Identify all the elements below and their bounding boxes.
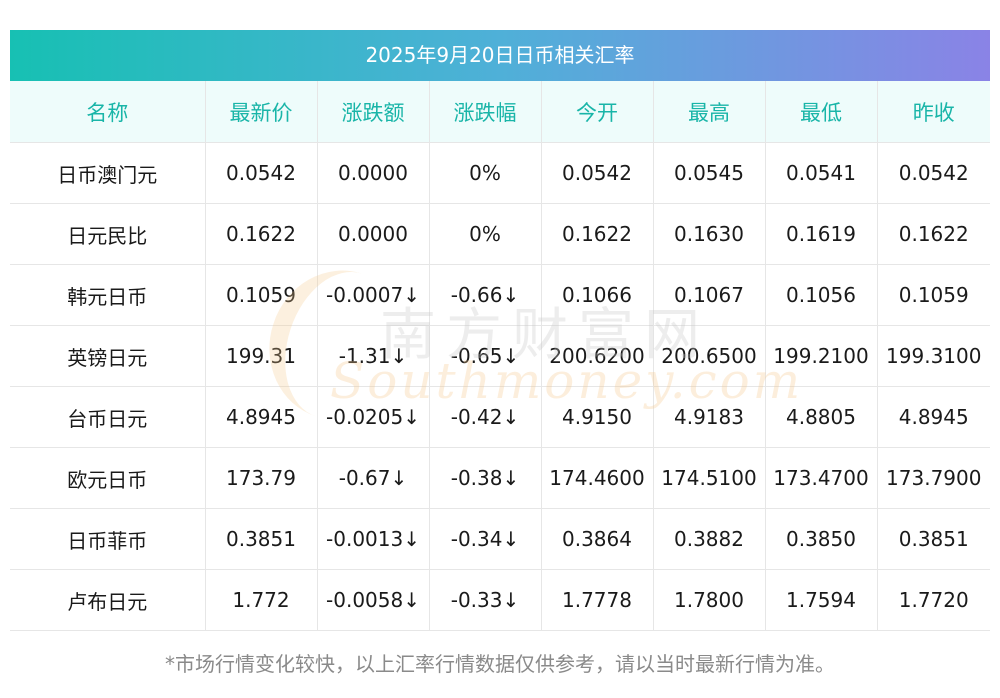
cell-open: 200.6200 [541, 325, 654, 387]
cell-change-pct: 0% [429, 203, 542, 265]
cell-change: -0.0007↓ [317, 264, 430, 326]
footnote: *市场行情变化较快，以上汇率行情数据仅供参考，请以当时最新行情为准。 [165, 652, 835, 676]
cell-change: -0.67↓ [317, 447, 430, 509]
cell-low: 0.3850 [765, 508, 878, 570]
table-body: 日币澳门元 0.0542 0.0000 0% 0.0542 0.0545 0.0541 0.0… [10, 142, 990, 631]
cell-high: 174.5100 [653, 447, 766, 509]
header-latest: 最新价 [205, 81, 318, 143]
cell-high: 0.3882 [653, 508, 766, 570]
cell-high: 0.0545 [653, 142, 766, 204]
cell-name: 日币澳门元 [10, 142, 206, 204]
cell-open: 1.7778 [541, 569, 654, 631]
cell-latest: 4.8945 [205, 386, 318, 448]
header-open: 今开 [541, 81, 654, 143]
cell-prev-close: 0.1059 [877, 264, 990, 326]
table-title: 2025年9月20日日币相关汇率 [10, 30, 990, 81]
cell-change-pct: -0.66↓ [429, 264, 542, 326]
cell-low: 4.8805 [765, 386, 878, 448]
table-row: 卢布日元 1.772 -0.0058↓ -0.33↓ 1.7778 1.7800 1.759… [10, 569, 990, 631]
cell-change: -0.0013↓ [317, 508, 430, 570]
header-change: 涨跌额 [317, 81, 430, 143]
cell-low: 0.0541 [765, 142, 878, 204]
cell-open: 0.3864 [541, 508, 654, 570]
header-low: 最低 [765, 81, 878, 143]
cell-high: 1.7800 [653, 569, 766, 631]
header-high: 最高 [653, 81, 766, 143]
cell-change: 0.0000 [317, 203, 430, 265]
cell-prev-close: 1.7720 [877, 569, 990, 631]
cell-name: 台币日元 [10, 386, 206, 448]
cell-change-pct: -0.38↓ [429, 447, 542, 509]
cell-change: -0.0058↓ [317, 569, 430, 631]
cell-latest: 0.3851 [205, 508, 318, 570]
cell-change-pct: -0.34↓ [429, 508, 542, 570]
cell-latest: 0.1059 [205, 264, 318, 326]
cell-low: 1.7594 [765, 569, 878, 631]
exchange-rate-table: 名称 最新价 涨跌额 涨跌幅 今开 最高 最低 昨收 日币澳门元 0.0542 0.… [10, 81, 990, 631]
cell-change: 0.0000 [317, 142, 430, 204]
cell-latest: 0.0542 [205, 142, 318, 204]
cell-prev-close: 173.7900 [877, 447, 990, 509]
cell-prev-close: 0.3851 [877, 508, 990, 570]
cell-prev-close: 0.0542 [877, 142, 990, 204]
header-change-pct: 涨跌幅 [429, 81, 542, 143]
cell-latest: 1.772 [205, 569, 318, 631]
cell-name: 英镑日元 [10, 325, 206, 387]
cell-change-pct: 0% [429, 142, 542, 204]
cell-name: 韩元日币 [10, 264, 206, 326]
table-row: 台币日元 4.8945 -0.0205↓ -0.42↓ 4.9150 4.9183 4.88… [10, 386, 990, 448]
cell-open: 0.1622 [541, 203, 654, 265]
cell-low: 173.4700 [765, 447, 878, 509]
cell-high: 0.1630 [653, 203, 766, 265]
cell-change-pct: -0.42↓ [429, 386, 542, 448]
cell-name: 欧元日币 [10, 447, 206, 509]
header-prev-close: 昨收 [877, 81, 990, 143]
cell-change-pct: -0.65↓ [429, 325, 542, 387]
cell-latest: 0.1622 [205, 203, 318, 265]
cell-low: 199.2100 [765, 325, 878, 387]
cell-prev-close: 4.8945 [877, 386, 990, 448]
cell-low: 0.1619 [765, 203, 878, 265]
cell-name: 日币菲币 [10, 508, 206, 570]
cell-high: 0.1067 [653, 264, 766, 326]
cell-latest: 199.31 [205, 325, 318, 387]
cell-latest: 173.79 [205, 447, 318, 509]
cell-open: 0.1066 [541, 264, 654, 326]
header-row: 名称 最新价 涨跌额 涨跌幅 今开 最高 最低 昨收 [10, 81, 990, 143]
cell-open: 0.0542 [541, 142, 654, 204]
table-row: 英镑日元 199.31 -1.31↓ -0.65↓ 200.6200 200.6500 19… [10, 325, 990, 387]
cell-high: 4.9183 [653, 386, 766, 448]
cell-high: 200.6500 [653, 325, 766, 387]
cell-prev-close: 0.1622 [877, 203, 990, 265]
cell-change: -1.31↓ [317, 325, 430, 387]
cell-change: -0.0205↓ [317, 386, 430, 448]
table-row: 日币菲币 0.3851 -0.0013↓ -0.34↓ 0.3864 0.3882 0.38… [10, 508, 990, 570]
cell-name: 日元民比 [10, 203, 206, 265]
table-row: 韩元日币 0.1059 -0.0007↓ -0.66↓ 0.1066 0.1067 0.10… [10, 264, 990, 326]
cell-name: 卢布日元 [10, 569, 206, 631]
cell-open: 174.4600 [541, 447, 654, 509]
cell-prev-close: 199.3100 [877, 325, 990, 387]
cell-low: 0.1056 [765, 264, 878, 326]
cell-open: 4.9150 [541, 386, 654, 448]
table-row: 欧元日币 173.79 -0.67↓ -0.38↓ 174.4600 174.5100 17… [10, 447, 990, 509]
header-name: 名称 [10, 81, 206, 143]
table-row: 日元民比 0.1622 0.0000 0% 0.1622 0.1630 0.1619 0.16… [10, 203, 990, 265]
table-row: 日币澳门元 0.0542 0.0000 0% 0.0542 0.0545 0.0541 0.0… [10, 142, 990, 204]
cell-change-pct: -0.33↓ [429, 569, 542, 631]
